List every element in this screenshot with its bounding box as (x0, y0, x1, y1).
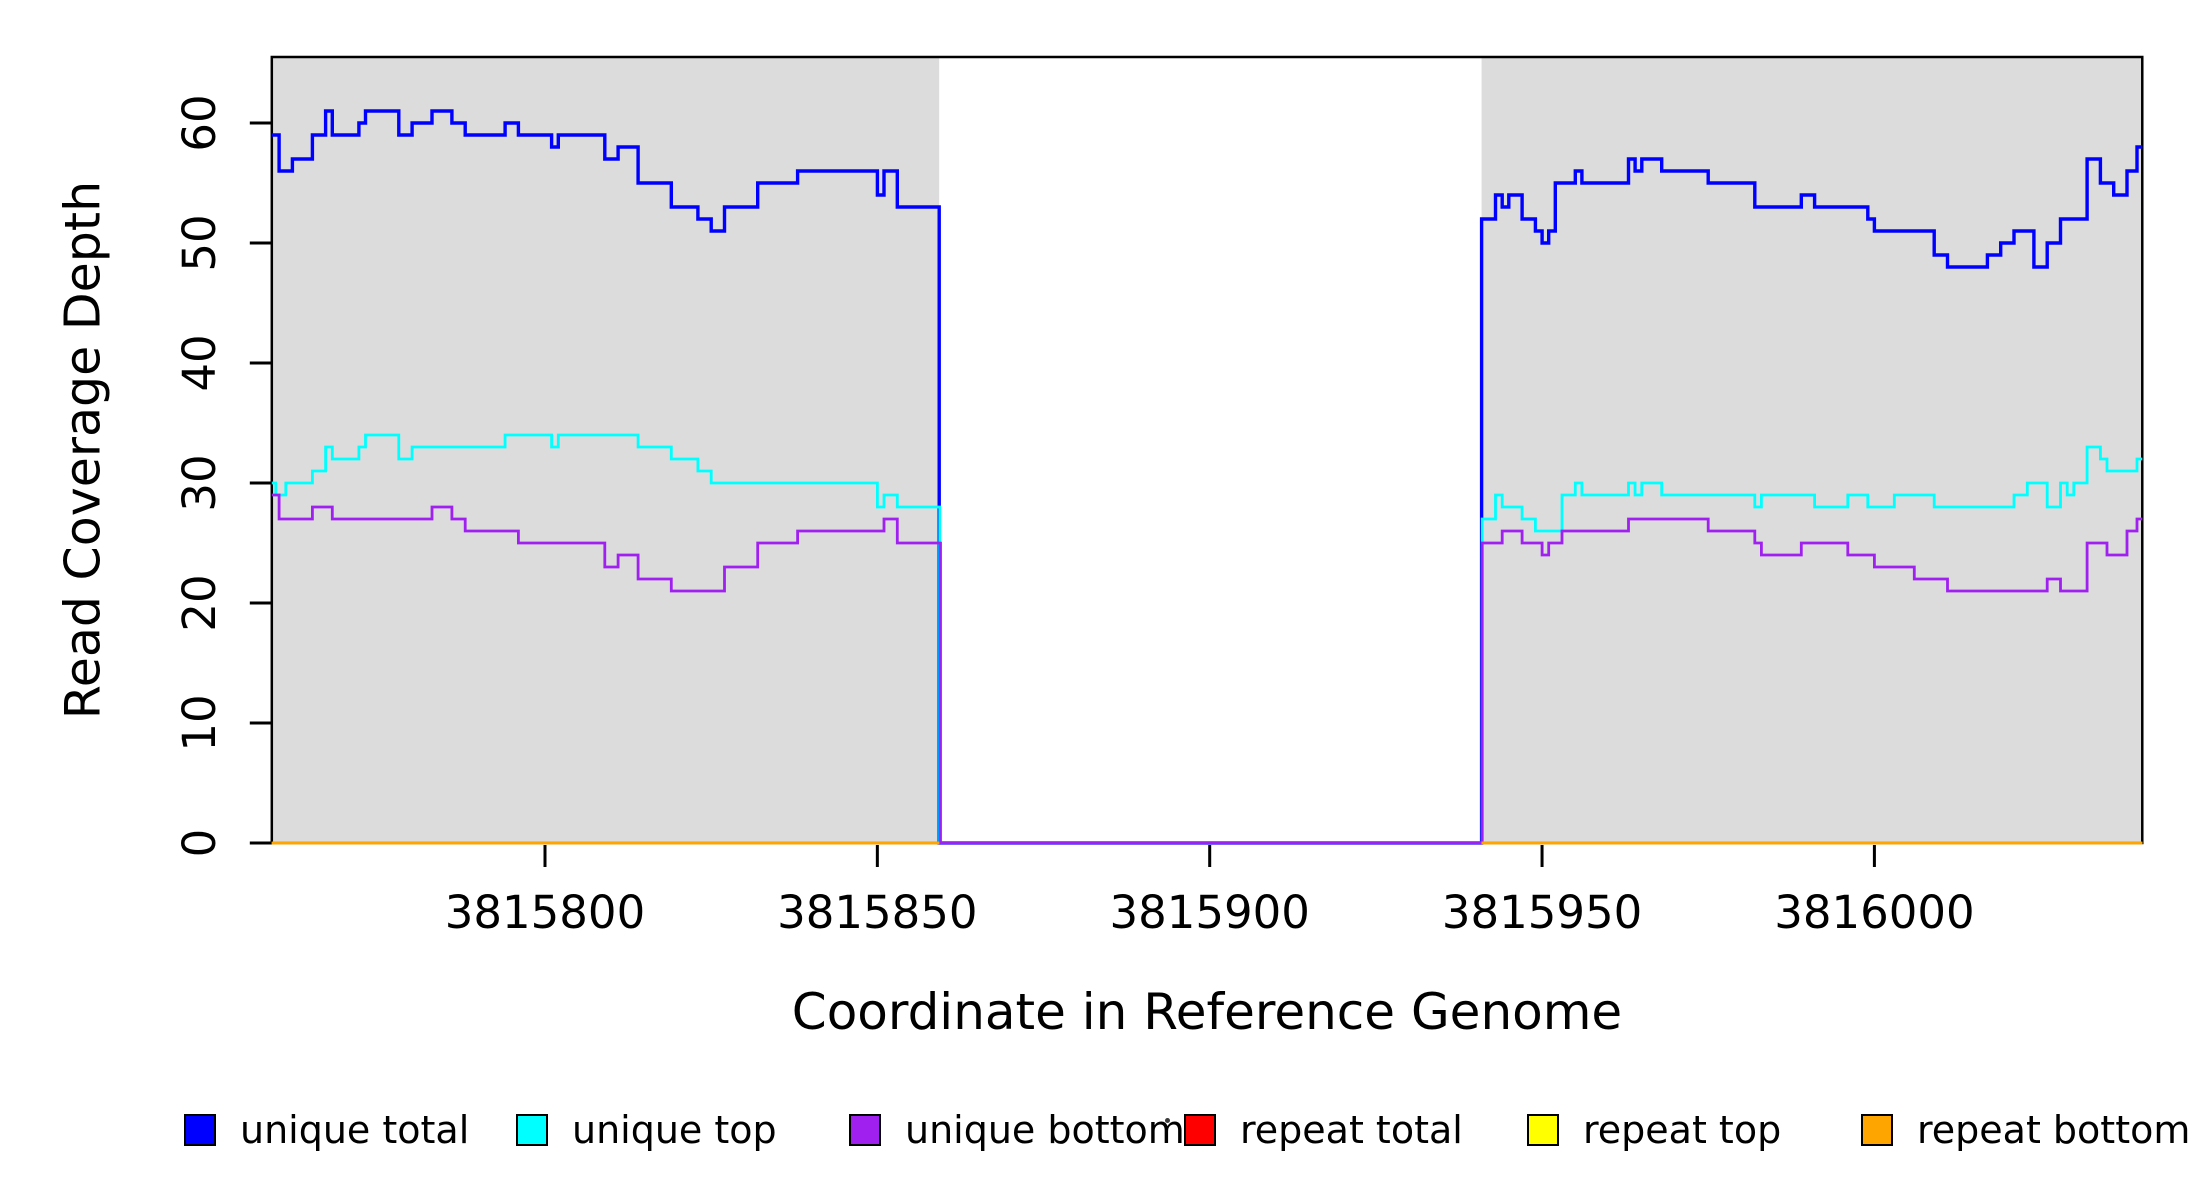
legend-label: repeat total (1240, 1108, 1463, 1152)
svg-text:3815950: 3815950 (1442, 886, 1642, 939)
legend-item-repeat-bottom: repeat bottom (1861, 1108, 2191, 1152)
svg-text:3815850: 3815850 (777, 886, 977, 939)
plot-legend: unique total unique top unique bottom re… (0, 1108, 2200, 1154)
stray-dot-artifact (1165, 1118, 1170, 1123)
unique-bottom-swatch (849, 1114, 881, 1146)
svg-text:3816000: 3816000 (1774, 886, 1974, 939)
svg-text:20: 20 (173, 574, 226, 631)
coverage-plot-canvas: 0 10 20 30 40 50 60 3815800 3815850 3815900 381595… (173, 55, 2144, 939)
repeat-bottom-swatch (1861, 1114, 1893, 1146)
legend-item-unique-bottom: unique bottom (849, 1108, 1185, 1152)
legend-item-unique-top: unique top (516, 1108, 777, 1152)
legend-label: unique bottom (905, 1108, 1185, 1152)
legend-label: unique total (240, 1108, 470, 1152)
repeat-top-swatch (1527, 1114, 1559, 1146)
legend-item-repeat-top: repeat top (1527, 1108, 1782, 1152)
svg-text:30: 30 (173, 454, 226, 511)
unique-top-swatch (516, 1114, 548, 1146)
svg-text:0: 0 (173, 829, 226, 858)
repeat-total-swatch (1184, 1114, 1216, 1146)
x-axis-title: Coordinate in Reference Genome (791, 983, 1623, 1041)
svg-text:40: 40 (173, 334, 226, 391)
unique-total-swatch (184, 1114, 216, 1146)
svg-text:50: 50 (173, 214, 226, 271)
svg-text:3815900: 3815900 (1109, 886, 1309, 939)
legend-item-repeat-total: repeat total (1184, 1108, 1463, 1152)
svg-text:3815800: 3815800 (445, 886, 645, 939)
svg-text:10: 10 (173, 694, 226, 751)
legend-label: repeat bottom (1917, 1108, 2191, 1152)
svg-text:60: 60 (173, 94, 226, 151)
y-axis-title: Read Coverage Depth (54, 180, 112, 720)
legend-label: unique top (572, 1108, 777, 1152)
legend-label: repeat top (1583, 1108, 1782, 1152)
legend-item-unique-total: unique total (184, 1108, 470, 1152)
